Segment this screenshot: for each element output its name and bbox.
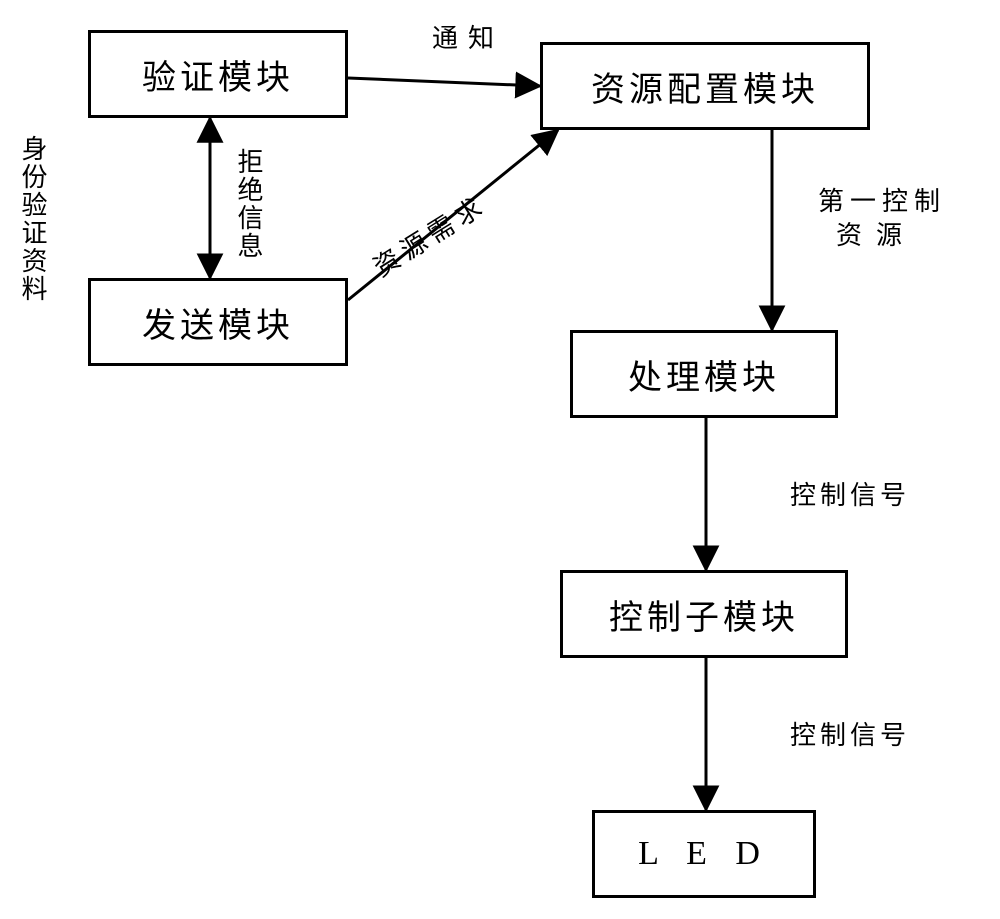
node-process: 处理模块 [570, 330, 838, 418]
edge-verify-resource [348, 78, 540, 86]
node-verify-label: 验证模块 [142, 50, 294, 99]
node-resource: 资源配置模块 [540, 42, 870, 130]
node-send: 发送模块 [88, 278, 348, 366]
node-process-label: 处理模块 [628, 350, 780, 399]
node-led-label: L E D [638, 835, 770, 873]
node-control-label: 控制子模块 [609, 590, 799, 639]
edge-label-demand: 资源需求 [365, 185, 493, 284]
edge-label-first-ctrl-line1: 第一控制 [818, 185, 946, 219]
node-verify: 验证模块 [88, 30, 348, 118]
edges-svg [0, 0, 1000, 919]
node-control: 控制子模块 [560, 570, 848, 658]
node-send-label: 发送模块 [142, 298, 294, 347]
edge-label-first-ctrl-line2: 资源 [818, 219, 916, 253]
edge-label-notify: 通知 [432, 18, 504, 55]
edge-label-identity: 身份验证资料 [14, 135, 51, 303]
edge-label-first-ctrl: 第一控制 资源 [818, 185, 946, 253]
diagram-canvas: 验证模块 资源配置模块 发送模块 处理模块 控制子模块 L E D 通知 身份验… [0, 0, 1000, 919]
edge-label-ctrl2: 控制信号 [790, 715, 910, 752]
node-resource-label: 资源配置模块 [591, 62, 819, 111]
node-led: L E D [592, 810, 816, 898]
edge-label-ctrl1: 控制信号 [790, 475, 910, 512]
edge-label-reject: 拒绝信息 [230, 148, 267, 260]
